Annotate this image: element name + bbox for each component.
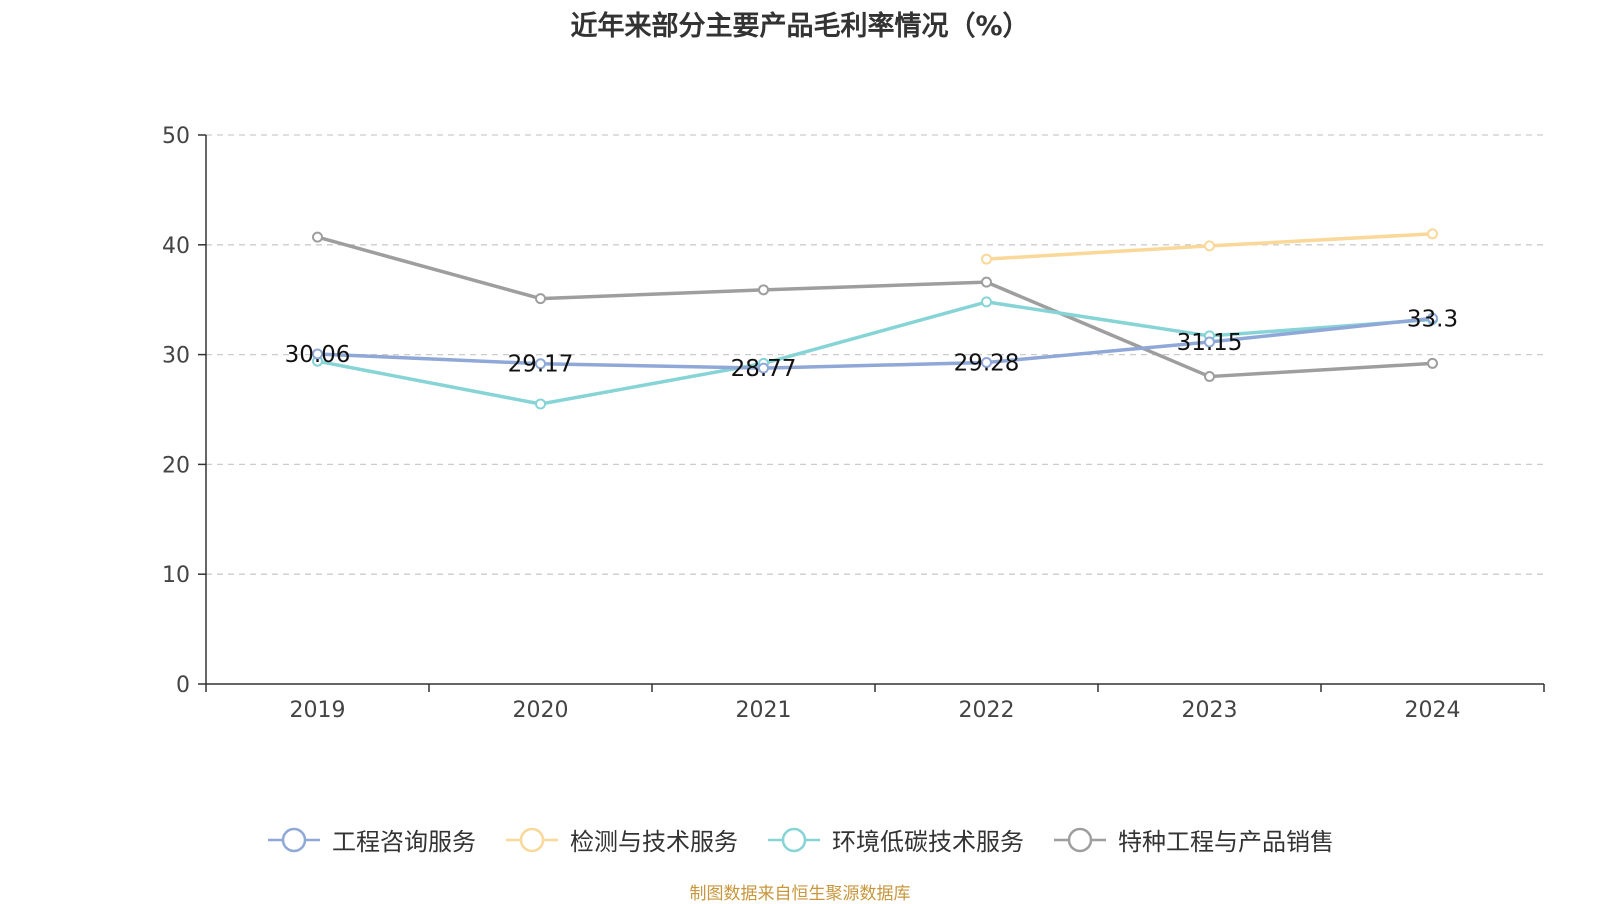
data-label: 33.3 [1407,306,1458,332]
data-point [535,398,546,410]
legend-item[interactable]: 工程咨询服务 [266,822,476,857]
legend-marker [268,827,320,852]
data-point [981,253,992,265]
source-note: 制图数据来自恒生聚源数据库 [689,884,911,904]
x-tick-label: 2020 [513,698,569,723]
x-tick-label: 2023 [1182,698,1238,723]
series-line-3 [317,235,1433,379]
legend-label: 工程咨询服务 [332,828,476,856]
y-tick-label: 40 [162,234,190,259]
legend-item[interactable]: 环境低碳技术服务 [766,822,1024,857]
legend: 工程咨询服务 检测与技术服务 环境低碳技术服务 特种工程与产品销售 [0,822,1600,857]
x-tick-label: 2022 [959,698,1015,723]
legend-marker [506,827,558,852]
legend-label: 检测与技术服务 [570,828,738,856]
x-tick-label: 2021 [736,698,792,723]
data-point [535,358,546,370]
data-point [1427,312,1438,324]
y-tick-label: 50 [162,124,190,149]
data-point [1427,357,1438,369]
data-point [1204,336,1215,348]
y-tick-label: 10 [162,563,190,588]
y-tick-label: 20 [162,453,190,478]
legend-item[interactable]: 特种工程与产品销售 [1052,822,1334,857]
data-label: 30.06 [285,342,351,368]
y-tick-label: 0 [176,673,190,698]
data-point [1204,240,1215,252]
legend-marker [768,827,820,852]
data-point [1204,371,1215,383]
data-point [981,357,992,369]
series-line-2 [317,300,1433,406]
data-point [758,284,769,296]
data-label: 29.17 [508,352,574,378]
chart-title: 近年来部分主要产品毛利率情况（%） [570,11,1030,42]
data-point [312,348,323,360]
data-point [1427,228,1438,240]
legend-label: 环境低碳技术服务 [832,828,1024,856]
x-tick-label: 2019 [290,698,346,723]
data-label: 29.28 [954,351,1020,377]
data-point [758,362,769,374]
legend-item[interactable]: 检测与技术服务 [504,822,738,857]
x-tick-label: 2024 [1405,698,1461,723]
data-point [312,231,323,243]
data-point [981,296,992,308]
series-line-0 [317,316,1433,370]
legend-marker [1054,827,1106,852]
data-label: 28.77 [731,356,797,382]
data-point [535,293,546,305]
data-label: 31.15 [1177,330,1243,356]
y-tick-label: 30 [162,344,190,369]
data-point [981,276,992,288]
legend-label: 特种工程与产品销售 [1118,828,1334,856]
